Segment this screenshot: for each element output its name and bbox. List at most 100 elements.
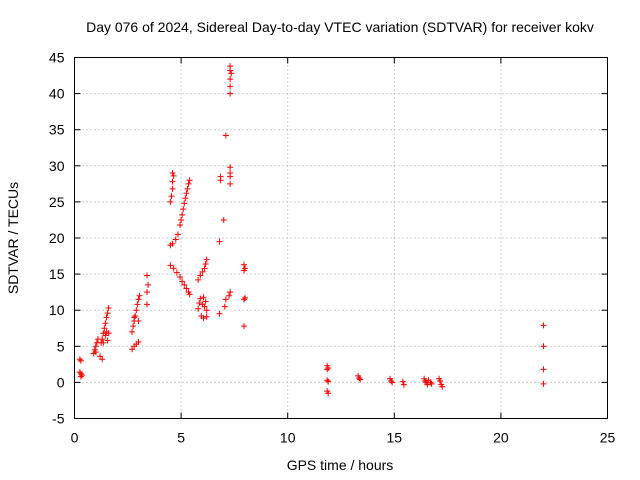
data-point — [200, 315, 207, 322]
data-point — [185, 180, 192, 187]
data-point — [135, 338, 142, 345]
data-point — [325, 378, 332, 385]
data-point — [100, 339, 107, 346]
data-point — [222, 132, 229, 139]
data-point — [181, 200, 188, 207]
data-point — [201, 303, 208, 310]
data-point — [131, 314, 138, 321]
data-point — [200, 294, 207, 301]
data-point — [325, 390, 332, 397]
data-point — [169, 240, 176, 247]
data-point — [178, 216, 185, 223]
data-point — [77, 373, 84, 380]
data-point — [227, 170, 234, 177]
data-point — [324, 366, 331, 373]
data-point — [143, 301, 150, 308]
data-point — [540, 343, 547, 350]
data-point — [196, 299, 203, 306]
data-point — [227, 63, 234, 70]
data-point — [183, 285, 190, 292]
data-point — [134, 301, 141, 308]
data-point — [143, 272, 150, 279]
tick-labels: 0 5 10 15 20 25 -5 0 5 10 15 20 25 30 35 40 45 — [49, 50, 616, 446]
data-point — [439, 383, 446, 390]
data-point — [169, 170, 176, 177]
data-point — [216, 238, 223, 245]
data-point — [143, 289, 150, 296]
data-point — [101, 325, 108, 332]
data-point — [168, 193, 175, 200]
data-point — [240, 267, 247, 274]
x-tick-label: 5 — [177, 430, 185, 446]
data-point — [177, 273, 184, 280]
y-tick-label: 40 — [49, 86, 65, 102]
data-point — [217, 173, 224, 180]
data-point — [540, 322, 547, 329]
plot-frame — [74, 57, 608, 419]
data-point — [136, 292, 143, 299]
data-point — [173, 269, 180, 276]
x-tick-label: 15 — [387, 430, 403, 446]
data-point — [226, 292, 233, 299]
data-point — [227, 180, 234, 187]
data-point — [129, 328, 136, 335]
data-point — [145, 281, 152, 288]
data-point — [540, 380, 547, 387]
data-point — [422, 377, 429, 384]
data-point — [186, 177, 193, 184]
y-tick-label: 35 — [49, 122, 65, 138]
data-point — [437, 377, 444, 384]
data-point — [324, 377, 331, 384]
data-point — [177, 222, 184, 229]
data-point — [182, 195, 189, 202]
data-point — [242, 294, 249, 301]
y-tick-label: 45 — [49, 50, 65, 66]
data-point — [427, 379, 434, 386]
data-point — [103, 314, 110, 321]
data-point — [356, 375, 363, 382]
data-point — [169, 178, 176, 185]
data-point — [197, 272, 204, 279]
x-tick-label: 20 — [493, 430, 509, 446]
data-point — [99, 356, 106, 363]
data-point — [388, 377, 395, 384]
data-point — [135, 296, 142, 303]
x-tick-label: 10 — [280, 430, 296, 446]
data-point — [201, 265, 208, 272]
data-point — [399, 378, 406, 385]
data-point — [222, 296, 229, 303]
data-point — [202, 260, 209, 267]
data-point — [240, 323, 247, 330]
data-point — [92, 343, 99, 350]
y-tick-label: 10 — [49, 302, 65, 318]
data-point — [228, 70, 235, 77]
grid — [74, 57, 608, 419]
data-point — [202, 298, 209, 305]
data-point — [203, 307, 210, 314]
data-point — [183, 190, 190, 197]
data-point — [221, 303, 228, 310]
x-axis-label: GPS time / hours — [287, 457, 394, 473]
data-point — [172, 236, 179, 243]
data-point — [203, 256, 210, 263]
data-point — [132, 312, 139, 319]
data-point — [199, 268, 206, 275]
data-point — [167, 262, 174, 269]
y-axis-label: SDTVAR / TECUs — [5, 182, 21, 294]
data-point — [181, 281, 188, 288]
data-point — [179, 278, 186, 285]
data-point — [102, 332, 109, 339]
data-point — [102, 320, 109, 327]
data-point — [92, 349, 99, 356]
data-point — [167, 198, 174, 205]
data-point — [105, 305, 112, 312]
y-tick-label: 20 — [49, 230, 65, 246]
data-point — [240, 296, 247, 303]
data-point — [195, 305, 202, 312]
y-tick-label: 0 — [57, 374, 65, 390]
y-tick-label: 15 — [49, 266, 65, 282]
y-tick-label: 25 — [49, 194, 65, 210]
data-point — [227, 83, 234, 90]
data-point — [220, 216, 227, 223]
